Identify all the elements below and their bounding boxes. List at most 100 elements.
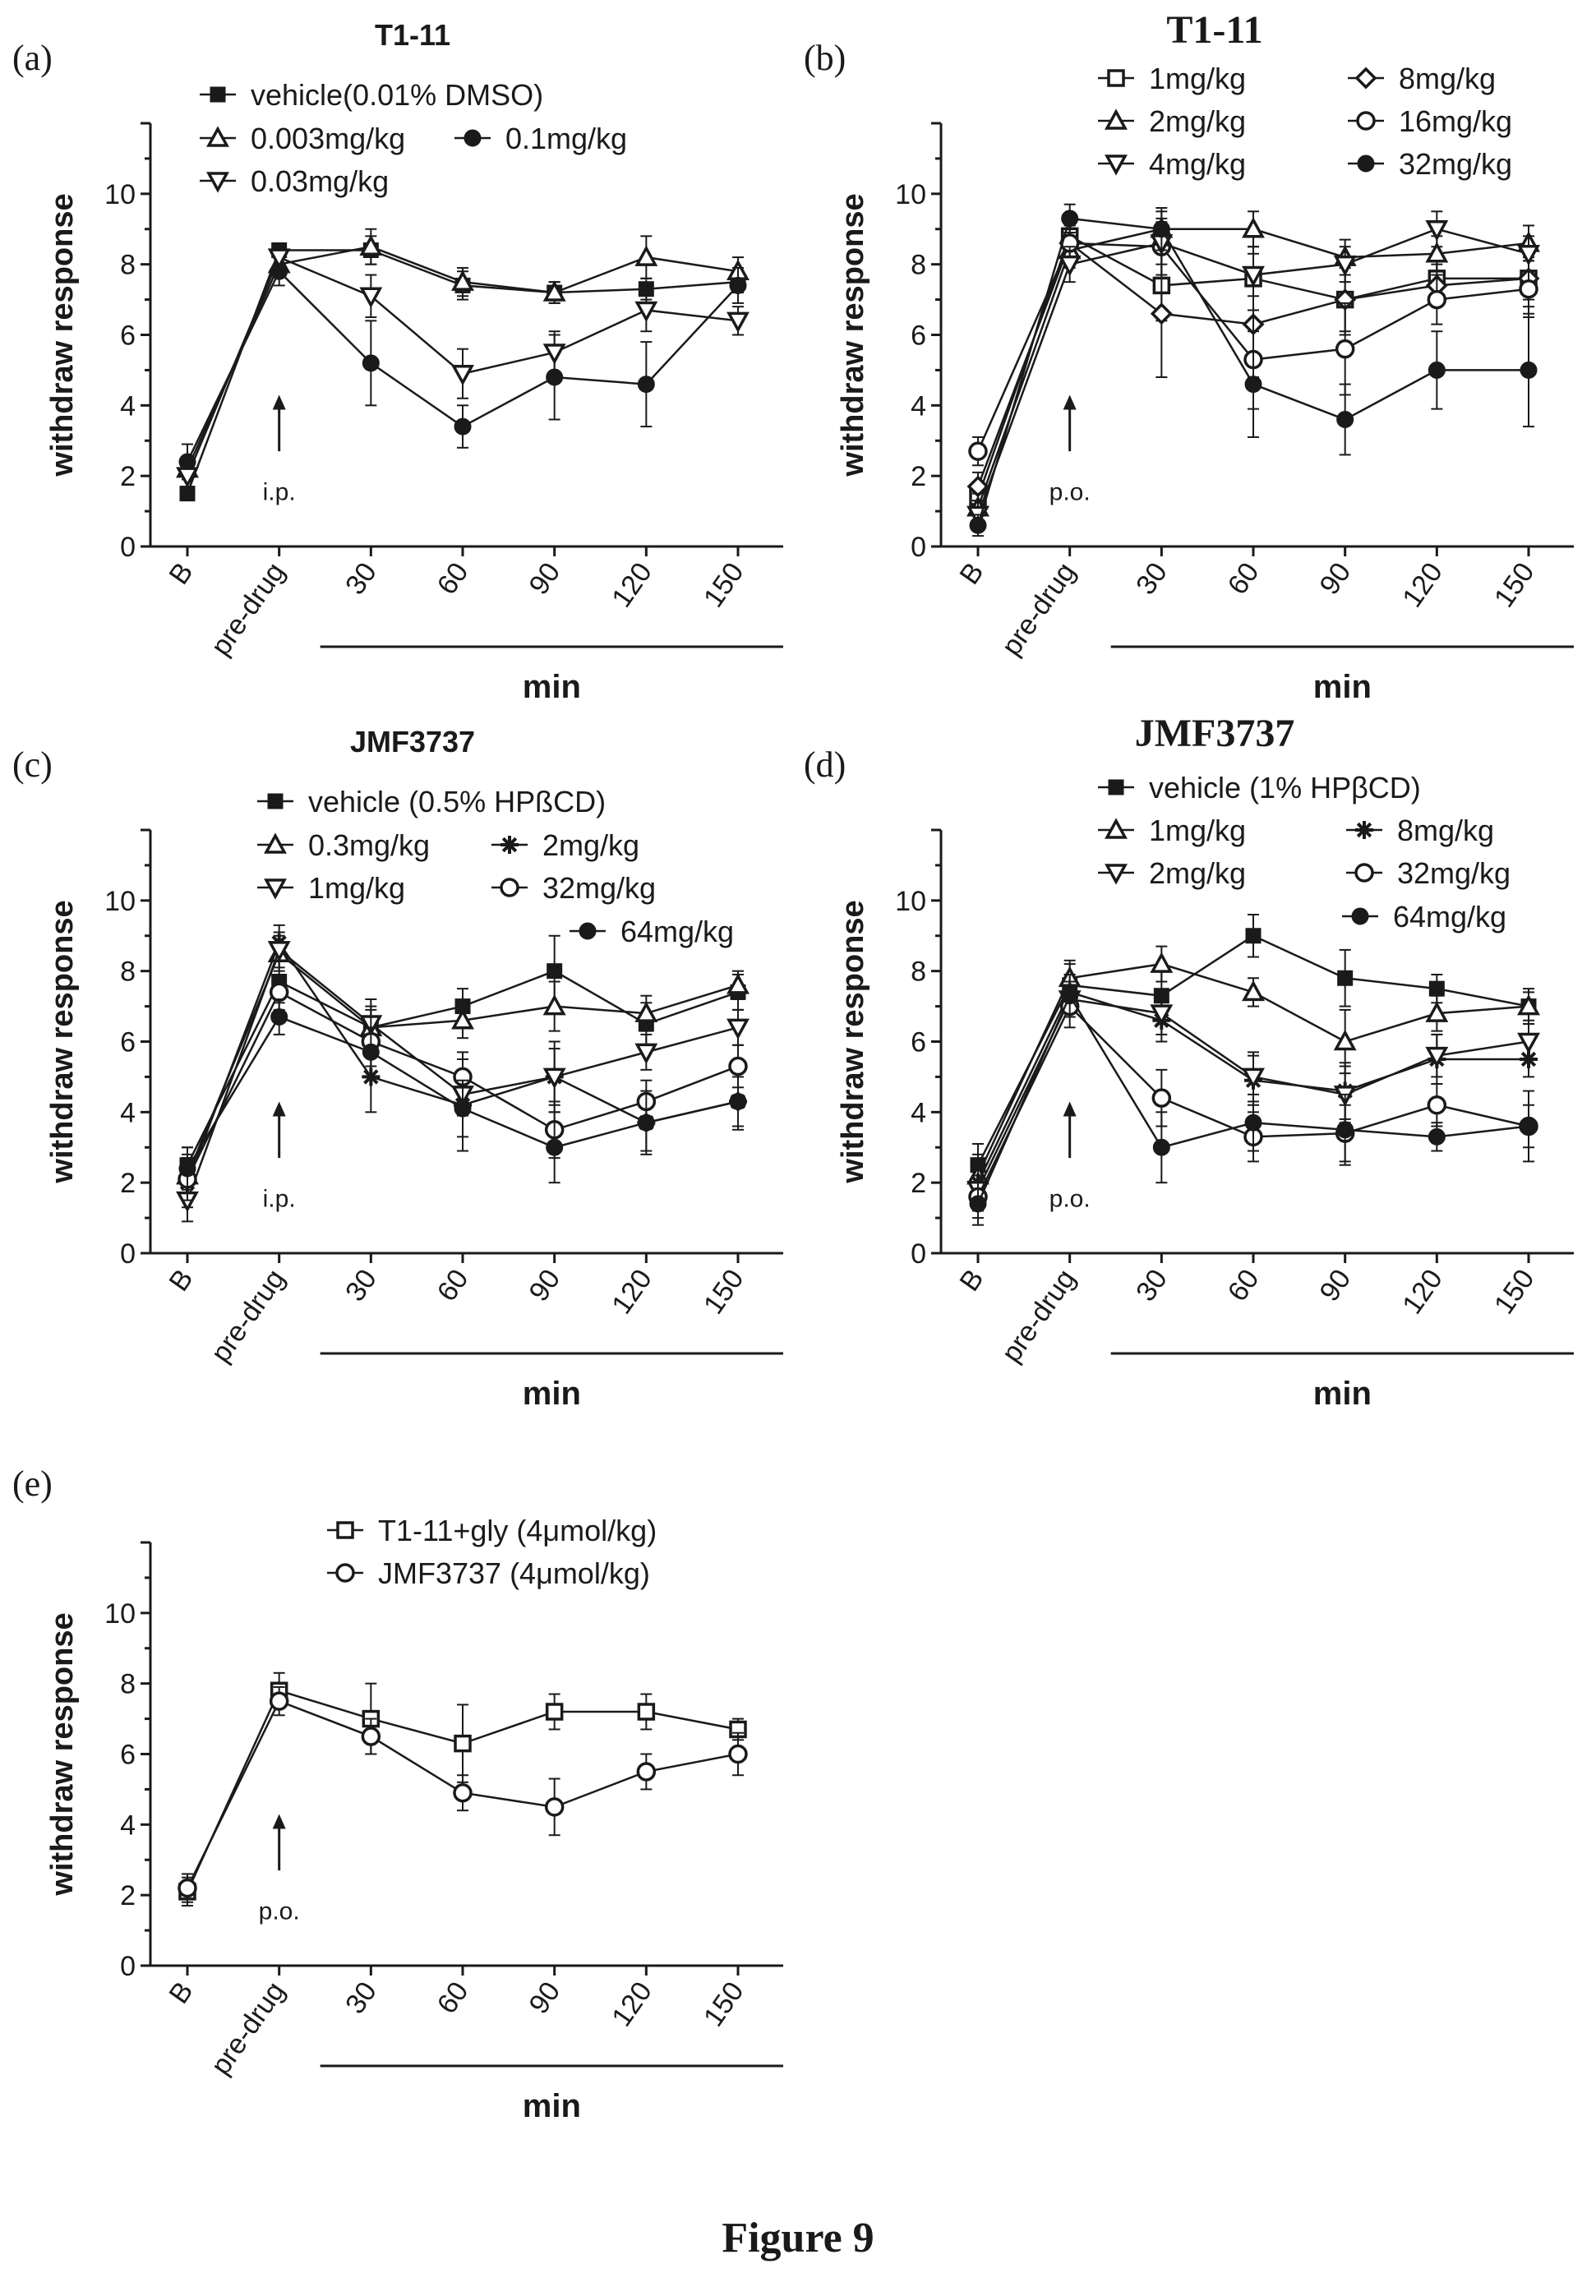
y-tick-label: 8 — [911, 250, 926, 281]
data-point — [1244, 376, 1262, 394]
data-point — [968, 441, 988, 461]
x-tick-label: 150 — [698, 1976, 750, 2032]
x-tick-label: 90 — [1313, 1264, 1357, 1307]
route-annotation: p.o. — [259, 1898, 300, 1925]
legend-label: 8mg/kg — [1397, 814, 1494, 847]
legend-label: 8mg/kg — [1399, 62, 1496, 95]
x-tick-label: 120 — [1396, 1264, 1449, 1320]
arrowhead-icon — [272, 394, 286, 410]
data-point — [454, 1100, 472, 1118]
y-tick-label: 6 — [120, 1740, 136, 1771]
legend-item: 8mg/kg — [1348, 62, 1496, 95]
x-tick-label: 120 — [606, 557, 658, 613]
data-point — [454, 1734, 472, 1753]
data-point — [969, 1195, 987, 1213]
x-tick-label: 90 — [523, 1264, 566, 1307]
data-point — [1520, 361, 1538, 379]
data-point — [727, 973, 750, 994]
data-point — [267, 941, 291, 962]
legend-item: 2mg/kg — [491, 828, 639, 862]
y-tick-label: 6 — [911, 1027, 926, 1058]
y-tick-label: 0 — [911, 1238, 926, 1270]
data-point — [451, 364, 474, 386]
arrowhead-icon — [272, 1101, 286, 1117]
legend-item: 0.1mg/kg — [454, 122, 627, 155]
panel-label: (d) — [804, 745, 846, 785]
legend-marker — [1356, 111, 1376, 131]
legend-marker — [1107, 69, 1125, 87]
y-tick-label: 2 — [911, 461, 926, 492]
data-point — [634, 245, 658, 266]
route-annotation: p.o. — [1049, 479, 1091, 506]
legend-marker — [1105, 154, 1128, 176]
panel-label: (c) — [12, 745, 53, 785]
x-axis-label: min — [523, 1376, 581, 1412]
data-point — [1517, 245, 1540, 266]
panel-label: (a) — [12, 38, 53, 78]
x-tick-label: 60 — [1222, 1264, 1266, 1307]
data-point — [637, 1703, 656, 1721]
arrowhead-icon — [1063, 1101, 1077, 1117]
data-point — [267, 248, 291, 270]
legend-item: 4mg/kg — [1098, 147, 1246, 181]
x-axis-label: min — [1313, 669, 1372, 705]
legend-label: 0.3mg/kg — [308, 828, 430, 862]
y-tick-label: 2 — [120, 461, 136, 492]
x-tick-label: B — [953, 1264, 989, 1297]
legend-label: vehicle(0.01% DMSO) — [251, 78, 543, 112]
route-annotation: p.o. — [1049, 1186, 1091, 1213]
data-point — [547, 963, 563, 980]
legend-item: 1mg/kg — [1098, 62, 1246, 95]
data-point — [270, 1007, 288, 1026]
y-tick-label: 8 — [120, 957, 136, 988]
data-point — [636, 1762, 657, 1782]
data-point — [1335, 339, 1355, 359]
data-point — [1333, 1029, 1357, 1051]
x-tick-label: B — [163, 557, 199, 590]
legend-marker — [1105, 818, 1128, 839]
x-tick-label: pre-drug — [995, 1264, 1082, 1368]
legend-item: 1mg/kg — [1098, 814, 1246, 847]
legend-item: 8mg/kg — [1346, 814, 1494, 847]
arrowhead-icon — [1063, 394, 1077, 410]
legend-marker — [206, 172, 229, 193]
x-tick-label: 60 — [431, 1264, 475, 1307]
series-3 — [176, 246, 750, 488]
y-tick-label: 6 — [120, 320, 136, 352]
figure-caption: Figure 9 — [722, 2215, 874, 2261]
data-point — [1428, 361, 1446, 379]
legend-item: 16mg/kg — [1348, 104, 1512, 138]
legend-item: 0.03mg/kg — [200, 164, 389, 198]
x-tick-label: 30 — [1130, 1264, 1174, 1307]
data-point — [1242, 1067, 1265, 1090]
legend-item: 2mg/kg — [1098, 104, 1246, 138]
legend-marker — [1357, 154, 1375, 173]
legend-label: 1mg/kg — [1149, 814, 1246, 847]
chart-panel-b: (b) T1-11 0 2 4 6 8 10 withdraw response B pre-dru… — [804, 8, 1574, 705]
data-point — [362, 1043, 380, 1061]
legend-label: 4mg/kg — [1149, 147, 1246, 181]
y-tick-label: 4 — [911, 390, 926, 422]
legend-marker — [1355, 821, 1373, 839]
arrowhead-icon — [272, 1814, 286, 1829]
legend-label: 2mg/kg — [1149, 104, 1246, 138]
data-point — [178, 1160, 196, 1178]
data-point — [542, 994, 566, 1016]
legend-label: 0.003mg/kg — [251, 122, 405, 155]
y-tick-label: 4 — [120, 390, 136, 422]
data-point — [1428, 1127, 1446, 1146]
data-point — [727, 311, 750, 333]
y-tick-label: 4 — [120, 1097, 136, 1128]
legend-item: 32mg/kg — [1346, 856, 1511, 890]
chart-title: JMF3737 — [1135, 712, 1295, 755]
legend-marker — [264, 832, 287, 854]
legend-marker — [206, 126, 229, 147]
data-point — [359, 234, 383, 256]
data-point — [269, 1691, 289, 1711]
data-point — [1150, 952, 1174, 973]
x-tick-label: pre-drug — [205, 557, 291, 662]
series-1 — [178, 1685, 748, 1903]
legend-label: 1mg/kg — [1149, 62, 1246, 95]
x-axis-label: min — [523, 2088, 581, 2124]
